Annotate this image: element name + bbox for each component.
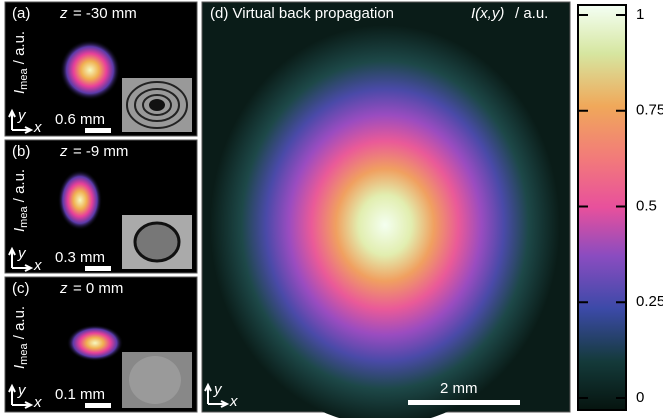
y-axis-label-part: mea [18,206,30,228]
y-axis-label-part: I [11,365,28,369]
y-axis-label: Imea / a.u. [11,169,30,232]
axis-arrows [8,383,34,409]
axis-label-y: y [17,107,27,124]
scale-bar [85,128,111,133]
scale-bar [85,403,111,408]
axis-arrows [204,382,230,408]
phase-rings [126,81,188,129]
phase-core [149,99,165,111]
axis-arrows [8,108,34,134]
colorbar-tick-label: 1 [636,6,644,23]
panel-label: (a) [12,5,30,22]
axis-label-y: y [213,381,223,398]
y-axis-label-part: I [11,228,28,232]
position-var: z [59,280,68,297]
axis-arrows [8,246,34,272]
scale-bar-label: 0.6 mm [55,111,105,128]
position-value: = -30 mm [73,5,137,22]
phase-disk [129,356,181,404]
scale-bar-label: 2 mm [440,380,478,397]
main-unit: / a.u. [515,5,548,22]
axis-label-x: x [33,257,42,274]
colorbar-tick-label: 0 [636,389,644,406]
main-quantity: I(x,y) [471,5,504,22]
y-axis-label-part: / a.u. [11,306,28,344]
y-axis-label-part: mea [18,343,30,365]
axis-label-x: x [33,394,42,411]
position-var: z [59,5,68,22]
axis-label-y: y [17,245,27,262]
position-var: z [59,143,68,160]
scale-bar-label: 0.3 mm [55,249,105,266]
axis-label-x: x [229,393,238,410]
colorbar-tick-label: 0.25 [636,293,663,310]
position-value: = -9 mm [73,143,128,160]
y-axis-label: Imea / a.u. [11,306,30,369]
main-label: (d) Virtual back propagation [210,5,394,22]
y-axis-label-part: I [11,90,28,94]
y-axis-label-part: / a.u. [11,169,28,207]
phase-disk [133,221,181,263]
colorbar-tick-label: 0.5 [636,197,657,214]
scale-bar-label: 0.1 mm [55,386,105,403]
beam-image [67,325,123,361]
axis-label-x: x [33,119,42,136]
beam-image [60,40,120,100]
colorbar-tick-label: 0.75 [636,102,663,119]
panel-label: (b) [12,143,30,160]
beam-image [58,170,102,230]
position-value: = 0 mm [73,280,123,297]
reconstruction-image [210,25,560,418]
y-axis-label-part: mea [18,68,30,90]
y-axis-label-part: / a.u. [11,31,28,69]
scale-bar [85,266,111,271]
panel-label: (c) [12,280,30,297]
axis-label-y: y [17,382,27,399]
y-axis-label: Imea / a.u. [11,31,30,94]
scale-bar [408,400,520,405]
